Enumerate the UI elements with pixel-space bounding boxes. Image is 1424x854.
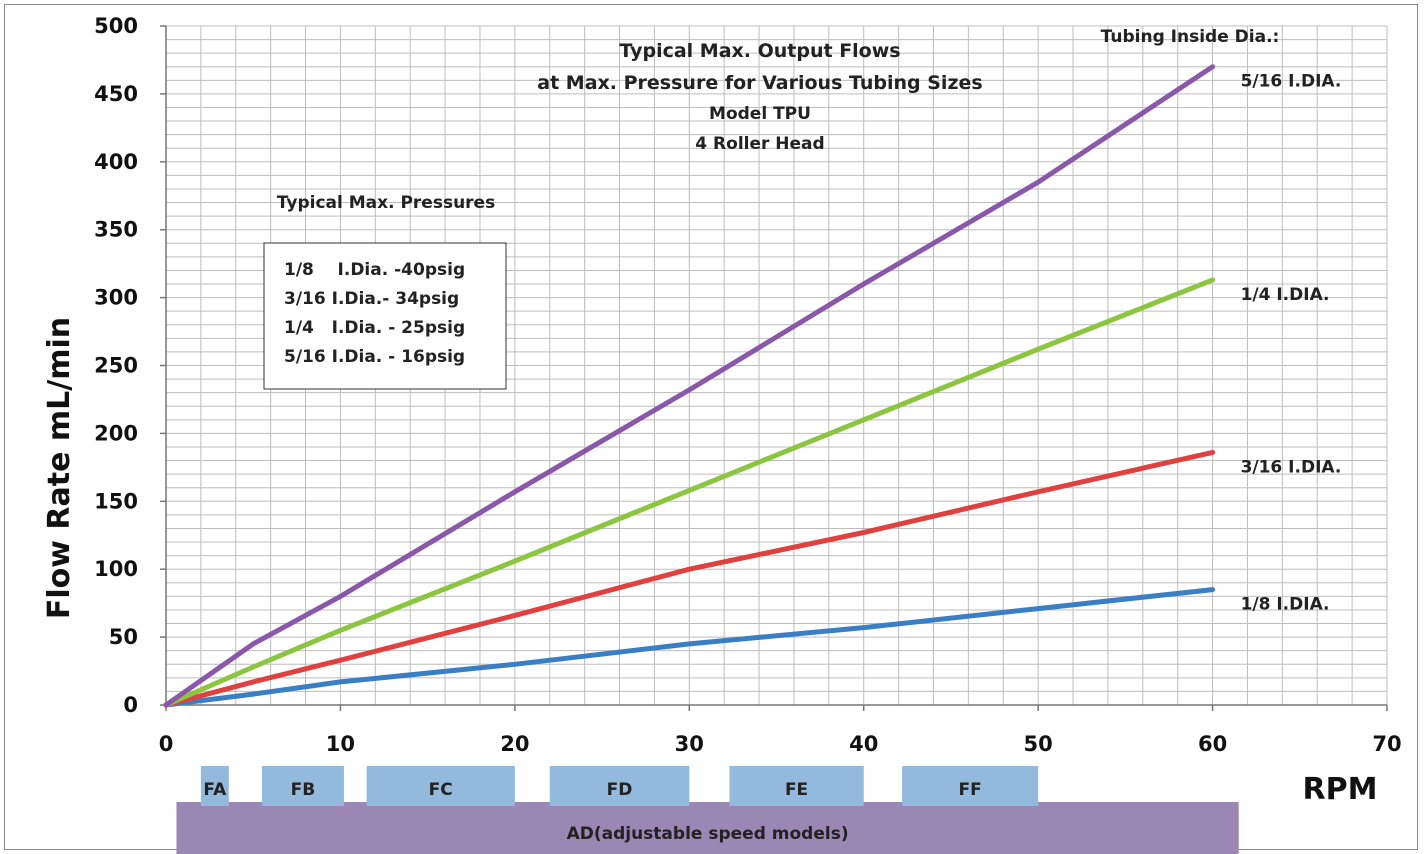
speed-band-label: FE	[785, 780, 808, 800]
x-tick-label: 40	[849, 732, 878, 756]
ad-band-label: AD(adjustable speed models)	[567, 824, 849, 844]
series-lines	[163, 64, 1216, 708]
y-tick-label: 250	[94, 354, 138, 378]
series-label: 5/16 I.DIA.	[1241, 72, 1342, 92]
pressure-box: Typical Max. Pressures 1/8 I.Dia. -40psi…	[263, 193, 507, 390]
speed-band-label: FF	[958, 780, 981, 800]
legend-title: Tubing Inside Dia.:	[1101, 27, 1280, 47]
x-tick-labels: 0 10 20 30 40 50 60 70	[159, 732, 1402, 756]
x-tick-label: 50	[1024, 732, 1053, 756]
y-tick-label: 150	[94, 489, 138, 513]
series-line	[163, 277, 1216, 708]
series-line	[163, 449, 1216, 708]
y-tick-label: 350	[94, 218, 138, 242]
speed-band	[366, 766, 515, 806]
speed-band-label: FC	[429, 780, 453, 800]
speed-band-label: FD	[607, 780, 633, 800]
y-tick-label: 100	[94, 557, 138, 581]
title-line-2: at Max. Pressure for Various Tubing Size…	[537, 72, 982, 94]
series-label: 3/16 I.DIA.	[1241, 457, 1342, 477]
x-tick-label: 70	[1372, 732, 1401, 756]
series-labels: 1/8 I.DIA. 3/16 I.DIA. 1/4 I.DIA. 5/16 I.DI…	[1241, 72, 1342, 615]
speed-band-label: FB	[291, 780, 316, 800]
y-axis-label: Flow Rate mL/min	[42, 317, 77, 619]
series-line	[163, 587, 1216, 708]
title-line-4: 4 Roller Head	[695, 134, 824, 154]
speed-band	[549, 766, 690, 806]
speed-bands: AD(adjustable speed models) FA FB FC FD FE FF	[176, 766, 1239, 854]
y-tick-label: 0	[123, 693, 138, 717]
speed-band	[200, 766, 229, 806]
y-tick-label: 50	[109, 625, 138, 649]
axes	[160, 25, 1388, 711]
pressure-line-1: 1/8 I.Dia. -40psig	[284, 260, 465, 280]
x-tick-label: 0	[159, 732, 174, 756]
series-label: 1/8 I.DIA.	[1241, 595, 1330, 615]
x-axis-label: RPM	[1303, 772, 1378, 807]
series-label: 1/4 I.DIA.	[1241, 285, 1330, 305]
series-line	[163, 64, 1216, 708]
pressure-box-title: Typical Max. Pressures	[277, 193, 495, 213]
title-line-3: Model TPU	[709, 104, 811, 124]
pressure-line-4: 5/16 I.Dia. - 16psig	[284, 347, 465, 367]
y-tick-label: 400	[94, 150, 138, 174]
y-tick-label: 200	[94, 421, 138, 445]
speed-band	[729, 766, 864, 806]
speed-band	[261, 766, 344, 806]
pressure-box-border	[263, 242, 507, 390]
x-tick-label: 20	[500, 732, 529, 756]
x-tick-label: 60	[1198, 732, 1227, 756]
speed-band	[902, 766, 1039, 806]
title-line-1: Typical Max. Output Flows	[619, 40, 900, 62]
speed-band-label: FA	[203, 780, 227, 800]
y-tick-label: 450	[94, 82, 138, 106]
ad-band	[176, 802, 1239, 854]
y-tick-label: 300	[94, 286, 138, 310]
y-tick-label: 500	[94, 14, 138, 38]
chart-title: Typical Max. Output Flows at Max. Pressu…	[537, 40, 982, 154]
y-tick-labels: 0 50 100 150 200 250 300 350 400 450 500	[94, 14, 138, 717]
x-tick-label: 30	[675, 732, 704, 756]
x-tick-label: 10	[326, 732, 355, 756]
pressure-line-2: 3/16 I.Dia.- 34psig	[284, 289, 459, 309]
pressure-line-3: 1/4 I.Dia. - 25psig	[284, 318, 465, 338]
